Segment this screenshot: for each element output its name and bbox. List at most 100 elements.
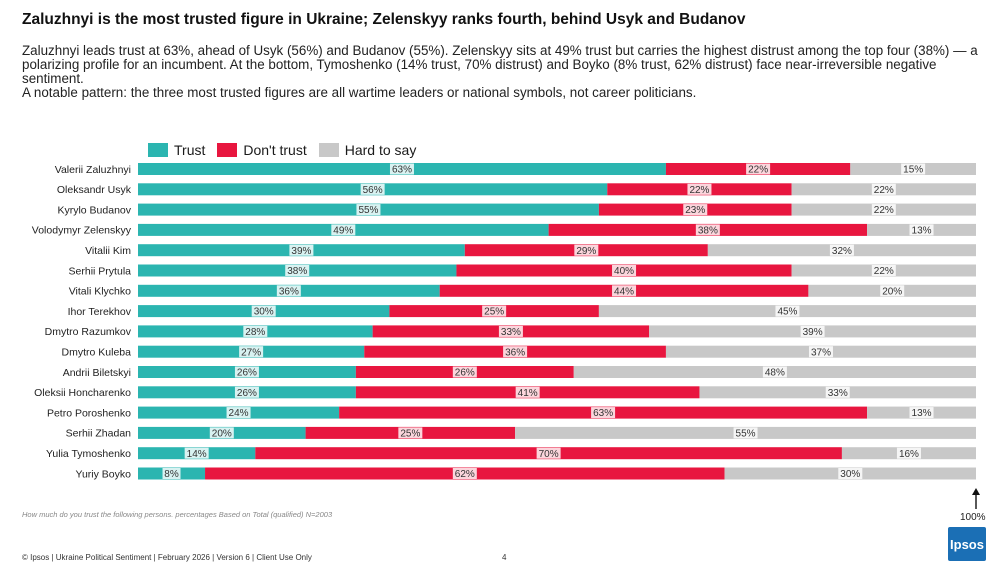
value-label-trust-yulia-tymoshenko: 14% (187, 449, 207, 460)
value-label-bg-trust-petro-poroshenko (226, 407, 251, 419)
value-label-hard-to-say-vitali-klychko: 20% (882, 286, 902, 297)
value-label-trust-oleksii-honcharenko: 26% (237, 388, 257, 399)
footer-source: © Ipsos | Ukraine Political Sentiment | … (22, 553, 312, 562)
legend-item-hard-to-say: Hard to say (318, 142, 417, 158)
value-label-hard-to-say-kyrylo-budanov: 22% (874, 205, 894, 216)
chart-subtitle: Zaluzhnyi leads trust at 63%, ahead of U… (22, 44, 990, 100)
value-label-dont-trust-oleksandr-usyk: 22% (689, 185, 709, 196)
value-label-bg-trust-vitalii-kim (289, 244, 314, 256)
value-label-dont-trust-serhii-zhadan: 25% (400, 429, 420, 440)
value-label-hard-to-say-vitalii-kim: 32% (832, 246, 852, 257)
page-title: Zaluzhnyi is the most trusted figure in … (22, 11, 746, 28)
category-label-kyrylo-budanov: Kyrylo Budanov (57, 204, 131, 216)
category-label-dmytro-razumkov: Dmytro Razumkov (45, 326, 132, 338)
value-label-bg-hard-to-say-kyrylo-budanov (871, 204, 896, 216)
value-label-bg-trust-oleksii-honcharenko (234, 386, 259, 398)
chart-legend: Trust Don't trust Hard to say (148, 141, 420, 159)
value-label-dont-trust-ihor-terekhov: 25% (484, 307, 504, 318)
value-label-bg-dont-trust-andrii-biletskyi (452, 366, 477, 378)
value-label-dont-trust-dmytro-kuleba: 36% (505, 347, 525, 358)
value-label-bg-trust-serhii-zhadan (209, 427, 234, 439)
value-label-hard-to-say-dmytro-razumkov: 39% (803, 327, 823, 338)
ipsos-logo: Ipsos (948, 527, 986, 561)
value-label-bg-trust-kyrylo-budanov (356, 204, 381, 216)
value-label-bg-trust-valerii-zaluzhnyi (389, 163, 414, 175)
subtitle-paragraph-1: Zaluzhnyi leads trust at 63%, ahead of U… (22, 43, 978, 86)
value-label-hard-to-say-yuriy-boyko: 30% (840, 469, 860, 480)
value-label-bg-hard-to-say-serhii-prytula (871, 265, 896, 276)
value-label-dont-trust-petro-poroshenko: 63% (593, 408, 613, 419)
value-label-hard-to-say-oleksii-honcharenko: 33% (828, 388, 848, 399)
value-label-hard-to-say-serhii-zhadan: 55% (736, 429, 756, 440)
value-label-bg-trust-ihor-terekhov (251, 305, 276, 317)
value-label-trust-serhii-zhadan: 20% (212, 429, 232, 440)
value-label-dont-trust-kyrylo-budanov: 23% (685, 205, 705, 216)
value-label-bg-trust-andrii-biletskyi (234, 366, 259, 378)
value-label-trust-serhii-prytula: 38% (287, 266, 307, 277)
subtitle-paragraph-2: A notable pattern: the three most truste… (22, 85, 697, 100)
value-label-dont-trust-vitali-klychko: 44% (614, 286, 634, 297)
category-label-andrii-biletskyi: Andrii Biletskyi (63, 367, 131, 379)
value-label-dont-trust-valerii-zaluzhnyi: 22% (748, 165, 768, 176)
value-label-bg-trust-serhii-prytula (285, 265, 310, 276)
value-label-hard-to-say-oleksandr-usyk: 22% (874, 185, 894, 196)
legend-item-dont-trust: Don't trust (217, 142, 307, 158)
value-label-trust-ihor-terekhov: 30% (254, 307, 274, 318)
category-label-dmytro-kuleba: Dmytro Kuleba (62, 347, 132, 359)
value-label-bg-hard-to-say-vitali-klychko (880, 285, 905, 297)
value-label-bg-hard-to-say-serhii-zhadan (733, 427, 758, 439)
stacked-bar-chart: Valerii Zaluzhnyi 63% 22% 15% Oleksandr Usyk… (32, 163, 976, 480)
legend-label-dont-trust: Don't trust (243, 142, 307, 158)
value-label-hard-to-say-valerii-zaluzhnyi: 15% (903, 165, 923, 176)
value-label-bg-hard-to-say-volodymyr-zelenskyy (909, 224, 934, 236)
value-label-bg-dont-trust-vitali-klychko (612, 285, 637, 297)
value-label-trust-yuriy-boyko: 8% (164, 469, 179, 480)
value-label-dont-trust-yuriy-boyko: 62% (455, 469, 475, 480)
value-label-bg-dont-trust-yuriy-boyko (452, 468, 477, 479)
category-label-oleksandr-usyk: Oleksandr Usyk (57, 184, 132, 196)
value-label-dont-trust-serhii-prytula: 40% (614, 266, 634, 277)
value-label-bg-dont-trust-volodymyr-zelenskyy (695, 224, 720, 236)
value-label-bg-dont-trust-valerii-zaluzhnyi (746, 163, 771, 175)
value-label-trust-vitali-klychko: 36% (279, 286, 299, 297)
value-label-bg-dont-trust-ihor-terekhov (482, 305, 507, 317)
value-label-bg-trust-vitali-klychko (276, 285, 301, 297)
legend-swatch-dont-trust (217, 143, 238, 157)
category-label-petro-poroshenko: Petro Poroshenko (47, 407, 131, 419)
legend-label-hard-to-say: Hard to say (344, 142, 417, 158)
value-label-bg-dont-trust-yulia-tymoshenko (536, 447, 561, 459)
value-label-bg-hard-to-say-ihor-terekhov (775, 305, 800, 317)
legend-item-trust: Trust (148, 142, 205, 158)
question-note: How much do you trust the following pers… (22, 510, 333, 519)
value-label-hard-to-say-volodymyr-zelenskyy: 13% (912, 226, 932, 237)
value-label-bg-hard-to-say-dmytro-kuleba (808, 346, 833, 358)
value-label-bg-hard-to-say-petro-poroshenko (909, 407, 934, 419)
value-label-hard-to-say-serhii-prytula: 22% (874, 266, 894, 277)
axis-max-arrow-icon (966, 488, 986, 510)
value-label-bg-hard-to-say-yulia-tymoshenko (896, 447, 921, 459)
value-label-trust-andrii-biletskyi: 26% (237, 368, 257, 379)
value-label-trust-volodymyr-zelenskyy: 49% (333, 226, 353, 237)
value-label-hard-to-say-dmytro-kuleba: 37% (811, 347, 831, 358)
value-label-dont-trust-yulia-tymoshenko: 70% (539, 449, 559, 460)
value-label-bg-hard-to-say-yuriy-boyko (838, 468, 863, 479)
legend-swatch-hard-to-say (318, 143, 339, 157)
value-label-dont-trust-vitalii-kim: 29% (576, 246, 596, 257)
value-label-bg-hard-to-say-valerii-zaluzhnyi (901, 163, 926, 175)
value-label-trust-dmytro-razumkov: 28% (245, 327, 265, 338)
value-label-trust-kyrylo-budanov: 55% (358, 205, 378, 216)
value-label-hard-to-say-andrii-biletskyi: 48% (765, 368, 785, 379)
value-label-bg-trust-yuriy-boyko (162, 468, 181, 479)
value-label-trust-dmytro-kuleba: 27% (241, 347, 261, 358)
value-label-trust-petro-poroshenko: 24% (229, 408, 249, 419)
page-number: 4 (502, 553, 507, 562)
value-label-bg-dont-trust-dmytro-razumkov (498, 325, 523, 337)
category-label-valerii-zaluzhnyi: Valerii Zaluzhnyi (55, 164, 131, 176)
value-label-bg-dont-trust-vitalii-kim (574, 244, 599, 256)
value-label-bg-hard-to-say-oleksandr-usyk (871, 183, 896, 195)
value-label-trust-vitalii-kim: 39% (291, 246, 311, 257)
value-label-bg-hard-to-say-vitalii-kim (829, 244, 854, 256)
value-label-bg-dont-trust-kyrylo-budanov (683, 204, 708, 216)
value-label-bg-hard-to-say-oleksii-honcharenko (825, 386, 850, 398)
value-label-bg-dont-trust-oleksii-honcharenko (515, 386, 540, 398)
